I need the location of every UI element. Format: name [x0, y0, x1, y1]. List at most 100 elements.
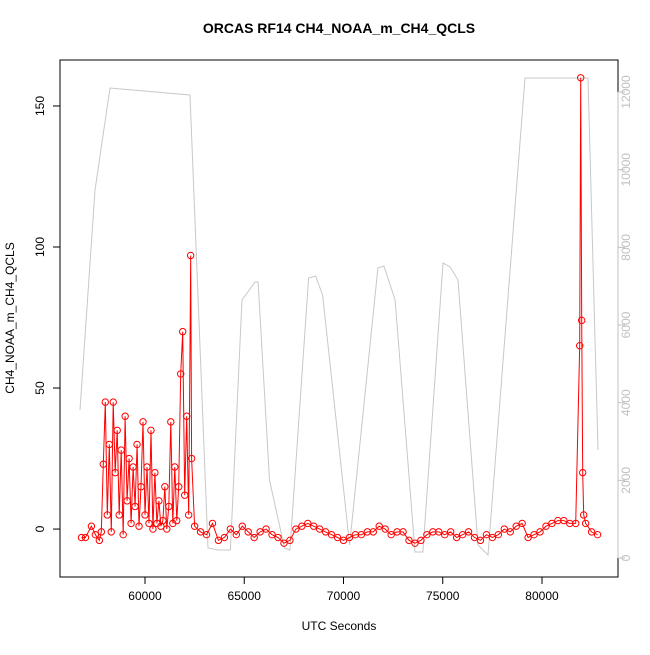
point [256, 528, 264, 536]
point [488, 533, 497, 542]
point [101, 398, 109, 406]
point [232, 530, 241, 539]
point [578, 468, 587, 477]
point [274, 533, 282, 542]
point [423, 530, 431, 539]
point [135, 522, 143, 530]
point [405, 536, 413, 545]
point [238, 522, 246, 530]
point [494, 530, 503, 539]
point [159, 516, 167, 525]
point [190, 522, 199, 530]
point [304, 519, 312, 528]
point [113, 426, 121, 435]
y-tick-label: 50 [33, 381, 47, 395]
point [155, 497, 163, 505]
point [548, 519, 556, 528]
point [250, 533, 258, 542]
point [111, 468, 119, 477]
point [81, 533, 90, 542]
point [105, 440, 113, 449]
point [530, 530, 538, 539]
point [141, 511, 149, 519]
point [133, 440, 141, 449]
point [91, 530, 100, 539]
point [167, 418, 175, 426]
point [147, 426, 155, 435]
point [587, 528, 596, 536]
point [151, 468, 159, 477]
point [262, 525, 270, 533]
plot-box [59, 59, 619, 578]
point [310, 522, 318, 530]
y2-tick-label: 12000 [619, 75, 633, 109]
point [581, 519, 590, 528]
point [109, 398, 117, 406]
point [411, 539, 419, 547]
point [482, 530, 491, 539]
point [129, 463, 137, 471]
point [518, 519, 526, 528]
point [345, 533, 354, 542]
point [173, 516, 181, 525]
x-tick-label: 65000 [228, 589, 262, 603]
point [177, 370, 185, 378]
x-tick-label: 70000 [327, 589, 361, 603]
y-tick-label: 150 [33, 96, 47, 116]
point [131, 502, 139, 511]
point [458, 530, 467, 539]
point [298, 522, 306, 530]
point [214, 536, 223, 545]
point [476, 536, 485, 545]
point [315, 525, 324, 533]
point [103, 511, 111, 519]
point [244, 528, 252, 536]
point [357, 530, 366, 539]
point [117, 446, 125, 454]
series-line [81, 77, 598, 544]
point [452, 533, 461, 542]
point [576, 342, 584, 350]
point [593, 530, 602, 539]
point [286, 536, 294, 545]
point [77, 533, 86, 542]
point [500, 525, 508, 533]
y-axis-label: CH4_NOAA_m_CH4_QCLS [3, 242, 17, 393]
point [577, 74, 585, 82]
point [387, 530, 395, 539]
point [572, 519, 580, 528]
y-tick-label: 0 [33, 525, 47, 532]
point [441, 530, 449, 539]
point [512, 522, 520, 530]
point [149, 525, 157, 533]
point [464, 528, 473, 536]
y-tick-label: 100 [33, 237, 47, 257]
y2-tick-label: 8000 [619, 234, 633, 261]
x-tick-label: 60000 [128, 589, 162, 603]
point [327, 530, 336, 539]
y2-tick-label: 2000 [619, 467, 633, 494]
point [268, 530, 276, 539]
point [165, 502, 173, 511]
point [182, 412, 191, 420]
point [184, 511, 193, 519]
point [435, 528, 443, 536]
y2-tick-label: 0 [619, 554, 633, 561]
point [292, 525, 300, 533]
point [99, 460, 108, 468]
point [333, 533, 342, 542]
point [139, 418, 147, 426]
point [143, 463, 151, 471]
point [536, 528, 544, 536]
point [119, 530, 127, 539]
y2-tick-label: 10000 [619, 153, 633, 187]
point [208, 519, 217, 528]
point [375, 522, 383, 530]
point [121, 412, 129, 420]
point [417, 536, 425, 545]
point [202, 530, 211, 539]
point [123, 497, 131, 505]
point [280, 539, 288, 547]
x-axis-label: UTC Seconds [302, 619, 377, 633]
